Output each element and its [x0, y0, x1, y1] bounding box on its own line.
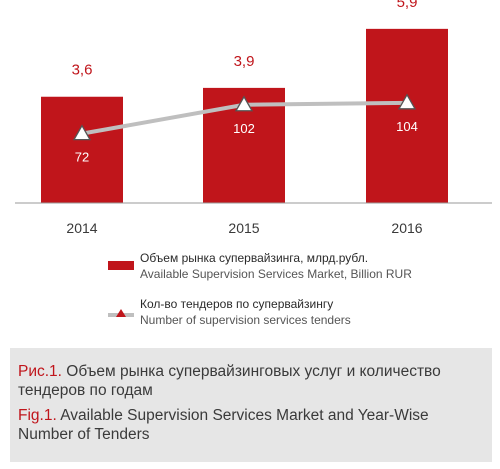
figure-caption: Рис.1. Объем рынка супервайзинговых услу…	[10, 348, 492, 462]
legend-bar-label-en: Available Supervision Services Market, B…	[140, 267, 412, 281]
bar-value-label: 3,9	[234, 53, 255, 70]
caption-ru-text: Объем рынка супервайзинговых услуг и кол…	[18, 363, 441, 399]
legend-triangle-icon	[116, 309, 126, 317]
legend-line-label-en: Number of supervision services tenders	[140, 313, 351, 327]
tenders-value-label: 102	[233, 121, 255, 136]
tenders-value-label: 104	[396, 119, 418, 134]
tenders-marker	[72, 124, 92, 141]
x-tick-label: 2016	[391, 220, 422, 236]
bar-value-label: 3,6	[72, 62, 93, 79]
legend-bar-label-ru: Объем рынка супервайзинга, млрд.рубл.	[140, 251, 369, 265]
bar-2014	[41, 96, 123, 203]
tenders-value-label: 72	[75, 150, 89, 165]
bar-2016	[366, 28, 448, 203]
caption-en: Fig.1. Available Supervision Services Ma…	[18, 406, 480, 444]
caption-ru-label: Рис.1.	[18, 363, 62, 380]
chart: 3,6 3,9 5,9 2014 2015 2016 72 102 104	[15, 0, 492, 236]
legend-bar-entry: Объем рынка супервайзинга, млрд.рубл. Av…	[140, 250, 412, 282]
caption-en-text: Available Supervision Services Market an…	[18, 407, 429, 443]
legend-line-label-ru: Кол-во тендеров по супервайзингу	[140, 297, 334, 311]
bar-value-label: 5,9	[397, 0, 418, 11]
caption-en-label: Fig.1.	[18, 407, 57, 424]
tenders-marker	[397, 93, 417, 110]
caption-ru: Рис.1. Объем рынка супервайзинговых услу…	[18, 362, 480, 400]
x-tick-label: 2015	[228, 220, 259, 236]
tenders-marker	[234, 95, 254, 112]
x-tick-label: 2014	[66, 220, 97, 236]
legend-bar-swatch	[108, 261, 134, 270]
legend-line-entry: Кол-во тендеров по супервайзингу Number …	[140, 296, 351, 328]
